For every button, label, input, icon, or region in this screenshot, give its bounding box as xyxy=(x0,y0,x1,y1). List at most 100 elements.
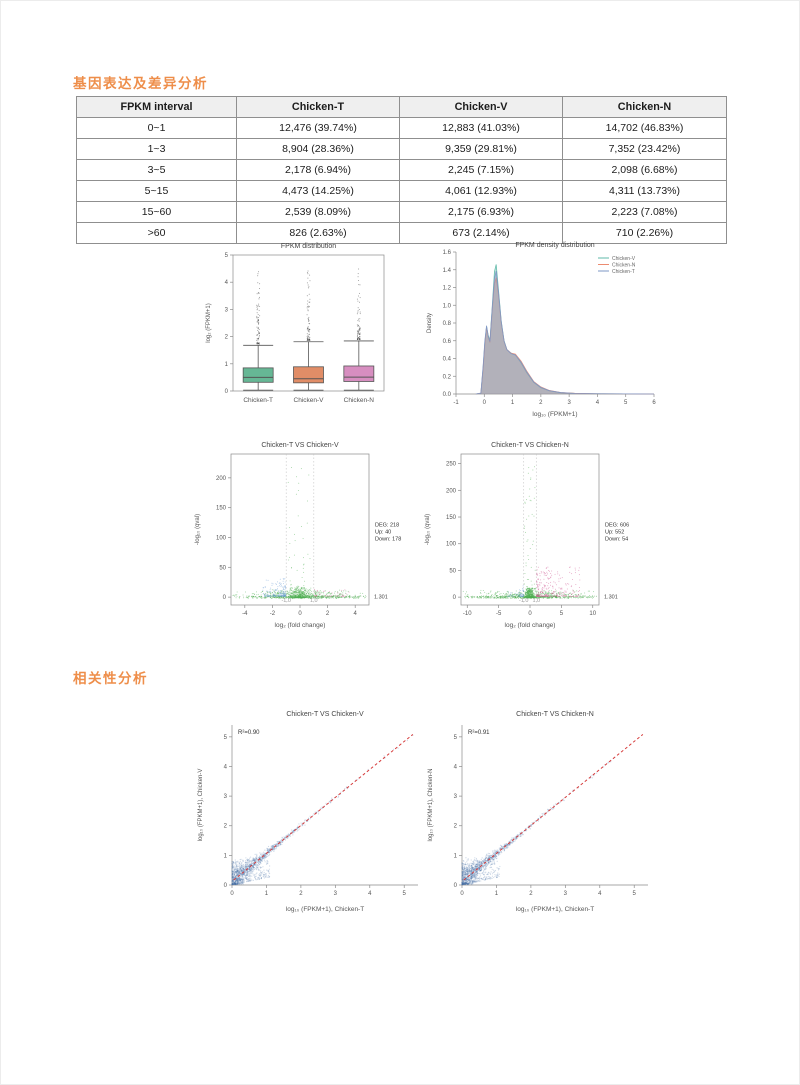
svg-text:5: 5 xyxy=(224,735,228,741)
svg-text:FPKM density distribution: FPKM density distribution xyxy=(515,242,594,249)
svg-text:5: 5 xyxy=(633,891,637,897)
svg-text:0.8: 0.8 xyxy=(443,321,452,327)
svg-text:Density: Density xyxy=(427,313,433,333)
svg-text:Chicken-T VS Chicken-V: Chicken-T VS Chicken-V xyxy=(261,442,339,449)
svg-text:0: 0 xyxy=(460,891,464,897)
svg-text:3: 3 xyxy=(564,891,568,897)
svg-text:-10: -10 xyxy=(463,611,472,617)
table-cell: 710 (2.26%) xyxy=(562,222,727,244)
svg-text:4: 4 xyxy=(225,280,229,286)
table-cell: 14,702 (46.83%) xyxy=(562,117,727,139)
svg-text:0.0: 0.0 xyxy=(443,392,452,398)
svg-text:0: 0 xyxy=(483,400,487,406)
svg-text:200: 200 xyxy=(446,488,457,494)
svg-text:50: 50 xyxy=(449,568,456,574)
svg-text:2: 2 xyxy=(454,824,458,830)
svg-text:Up: 40: Up: 40 xyxy=(375,529,391,535)
svg-text:Down: 54: Down: 54 xyxy=(605,536,628,542)
svg-text:1: 1 xyxy=(265,891,269,897)
svg-text:-4: -4 xyxy=(242,611,248,617)
table-cell: >60 xyxy=(76,222,237,244)
svg-text:0: 0 xyxy=(298,611,302,617)
table-cell: 7,352 (23.42%) xyxy=(562,138,727,160)
svg-text:log₁₀ (FPKM+1), Chicken-N: log₁₀ (FPKM+1), Chicken-N xyxy=(428,768,434,841)
svg-text:2: 2 xyxy=(224,824,228,830)
svg-text:Chicken-T: Chicken-T xyxy=(243,397,273,404)
table-row: >60 826 (2.63%) 673 (2.14%) 710 (2.26%) xyxy=(76,222,727,244)
table-cell: 12,476 (39.74%) xyxy=(236,117,400,139)
svg-text:2: 2 xyxy=(539,400,543,406)
table-cell: 2,539 (8.09%) xyxy=(236,201,400,223)
svg-text:4: 4 xyxy=(224,764,228,770)
svg-text:0.4: 0.4 xyxy=(443,357,452,363)
svg-text:Down: 178: Down: 178 xyxy=(375,536,401,542)
volcano-plot-chicken-t-vs-v: Chicken-T VS Chicken-V 0 50 100 150 200 -4 -2 0 2… xyxy=(189,438,431,643)
svg-text:2: 2 xyxy=(529,891,533,897)
fpkm-density-distribution-chart: FPKM density distribution 0.0 0.2 0.4 0.6 0.8… xyxy=(422,238,664,430)
table-header-row: FPKM interval Chicken-T Chicken-V Chicken-N xyxy=(76,96,727,118)
svg-text:0: 0 xyxy=(453,595,457,601)
table-cell: 2,175 (6.93%) xyxy=(399,201,563,223)
svg-text:5: 5 xyxy=(560,611,564,617)
svg-text:1: 1 xyxy=(454,853,458,859)
svg-text:6: 6 xyxy=(652,400,656,406)
svg-text:3: 3 xyxy=(225,307,229,313)
table-cell: 2,245 (7.15%) xyxy=(399,159,563,181)
svg-text:4: 4 xyxy=(368,891,372,897)
volcano_t_vs_v-svg: Chicken-T VS Chicken-V 0 50 100 150 200 -4 -2 0 2… xyxy=(195,442,401,629)
table-cell: 1~3 xyxy=(76,138,237,160)
table-cell: 673 (2.14%) xyxy=(399,222,563,244)
table-cell: 9,359 (29.81%) xyxy=(399,138,563,160)
correlation-scatter-chicken-t-vs-n: Chicken-T VS Chicken-N 0 1 2 3 4 5 0 1 2 3 4 5 log₁₀ … xyxy=(422,707,664,929)
svg-text:Chicken-V: Chicken-V xyxy=(612,256,636,262)
table-cell: 4,061 (12.93%) xyxy=(399,180,563,202)
fpkm-density-svg: FPKM density distribution 0.0 0.2 0.4 0.6 0.8… xyxy=(427,242,656,418)
svg-text:DEG: 606: DEG: 606 xyxy=(605,522,629,528)
svg-text:R²=0.90: R²=0.90 xyxy=(238,730,260,736)
svg-text:250: 250 xyxy=(446,462,457,468)
table-row: 15~60 2,539 (8.09%) 2,175 (6.93%) 2,223 (7.… xyxy=(76,201,727,223)
svg-text:4: 4 xyxy=(354,611,358,617)
table-row: 1~3 8,904 (28.36%) 9,359 (29.81%) 7,352 (23… xyxy=(76,138,727,160)
svg-text:5: 5 xyxy=(403,891,407,897)
section-heading-gene-expression: 基因表达及差异分析 xyxy=(73,76,208,91)
svg-text:1.2: 1.2 xyxy=(443,286,452,292)
table-cell: 8,904 (28.36%) xyxy=(236,138,400,160)
svg-text:1.301: 1.301 xyxy=(604,594,618,600)
svg-text:100: 100 xyxy=(216,535,227,541)
svg-text:5: 5 xyxy=(624,400,628,406)
svg-text:150: 150 xyxy=(216,506,227,512)
svg-text:0: 0 xyxy=(528,611,532,617)
svg-text:1.301: 1.301 xyxy=(374,594,388,600)
table-cell: 2,098 (6.68%) xyxy=(562,159,727,181)
svg-text:Chicken-T VS Chicken-N: Chicken-T VS Chicken-N xyxy=(516,711,594,718)
svg-text:log₁₀ (FPKM+1): log₁₀ (FPKM+1) xyxy=(532,411,577,418)
svg-text:150: 150 xyxy=(446,515,457,521)
correlation_t_vs_n-svg: Chicken-T VS Chicken-N 0 1 2 3 4 5 0 1 2 3 4 5 log₁₀ … xyxy=(428,711,648,913)
svg-text:Chicken-T VS Chicken-V: Chicken-T VS Chicken-V xyxy=(286,711,364,718)
volcano_t_vs_n-svg: Chicken-T VS Chicken-N050100150200250-10… xyxy=(425,442,629,629)
svg-text:Chicken-T VS Chicken-N: Chicken-T VS Chicken-N xyxy=(491,442,569,449)
section-heading-correlation: 相关性分析 xyxy=(73,671,148,686)
svg-text:5: 5 xyxy=(225,253,229,259)
svg-text:4: 4 xyxy=(598,891,602,897)
svg-text:50: 50 xyxy=(219,565,226,571)
svg-text:Chicken-N: Chicken-N xyxy=(344,397,375,404)
svg-text:-1.0: -1.0 xyxy=(281,598,290,604)
svg-text:log₂ (FPKM+1): log₂ (FPKM+1) xyxy=(206,303,212,343)
svg-text:DEG: 218: DEG: 218 xyxy=(375,522,399,528)
svg-text:1: 1 xyxy=(511,400,515,406)
correlation_t_vs_v-svg: Chicken-T VS Chicken-V 0 1 2 3 4 5 0 1 2 3 4 5 log₁₀ … xyxy=(198,711,418,913)
svg-text:-2: -2 xyxy=(270,611,276,617)
table-cell: 15~60 xyxy=(76,201,237,223)
fpkm-boxplot-svg: FPKM distribution 0 1 2 3 4 5 log₂ (FPKM+1) Chic… xyxy=(206,243,385,404)
svg-text:0: 0 xyxy=(230,891,234,897)
svg-text:-1.0: -1.0 xyxy=(519,598,528,604)
table-header-cell: Chicken-T xyxy=(236,96,400,118)
svg-text:0: 0 xyxy=(224,883,228,889)
svg-text:1.6: 1.6 xyxy=(443,250,452,256)
svg-text:1: 1 xyxy=(495,891,499,897)
table-cell: 4,311 (13.73%) xyxy=(562,180,727,202)
svg-text:3: 3 xyxy=(454,794,458,800)
